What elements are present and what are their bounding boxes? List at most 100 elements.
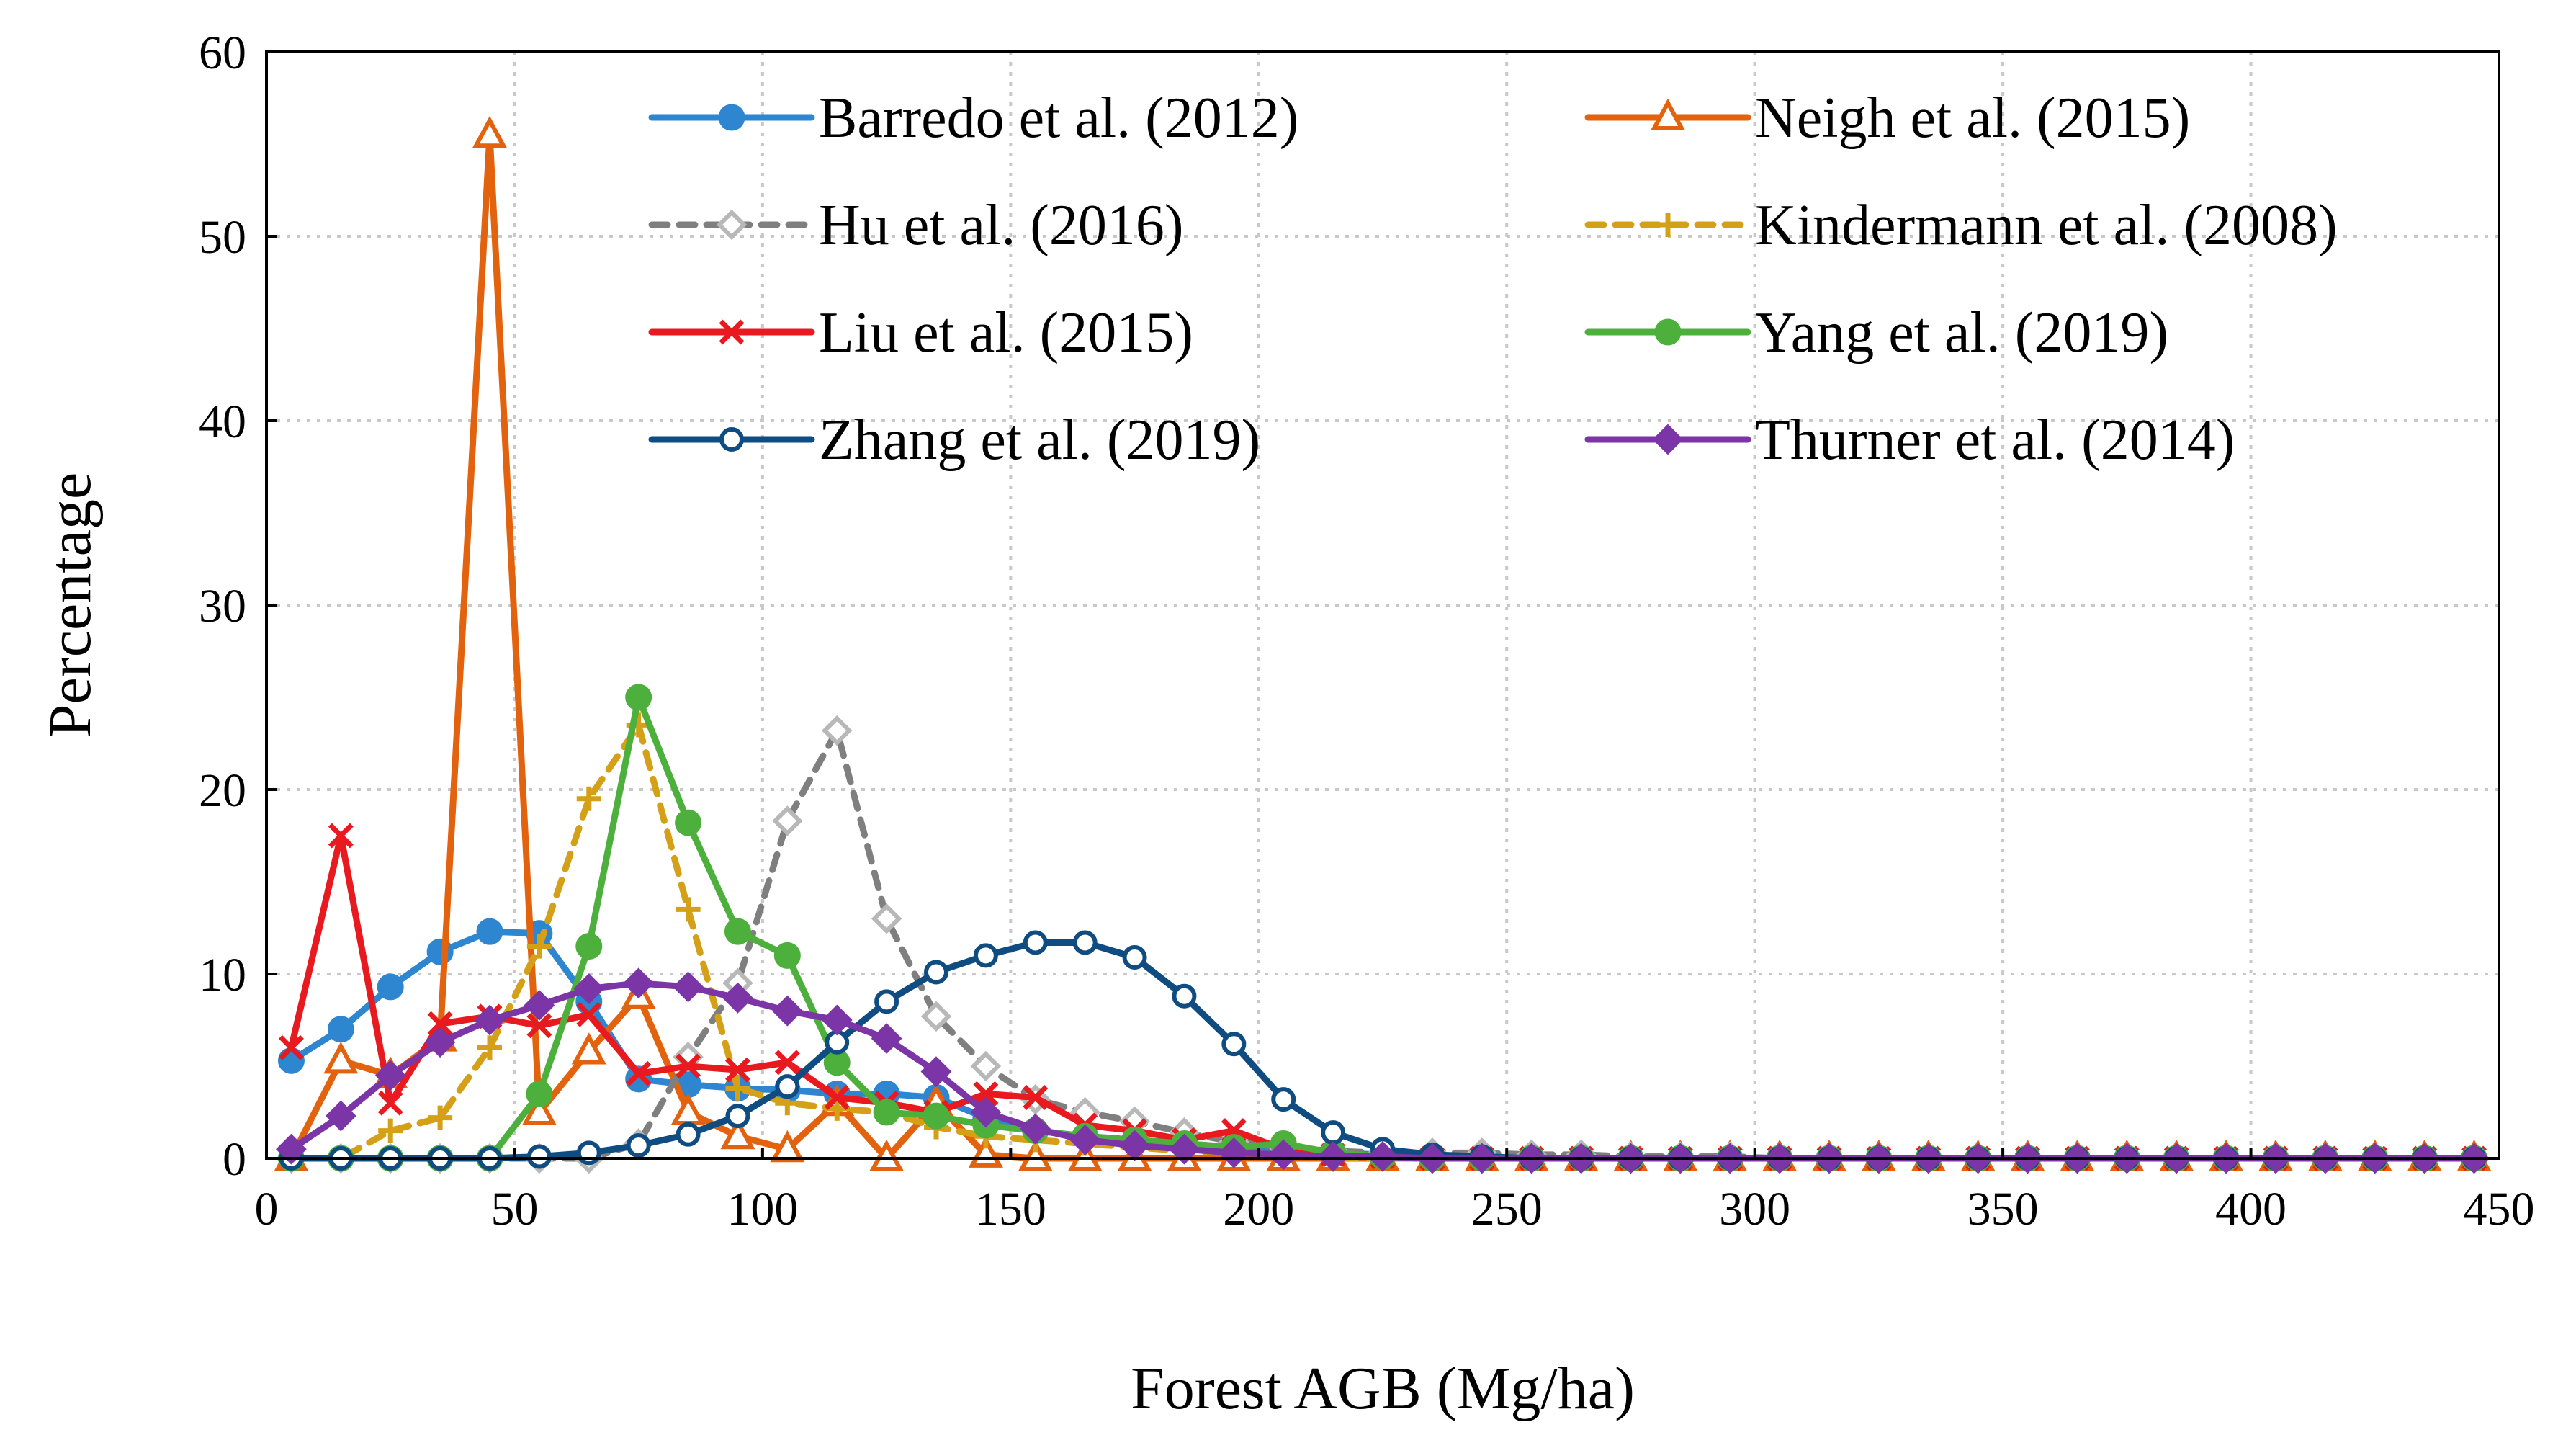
series-zhang-et-al-2019	[279, 930, 2487, 1171]
tick-labels: 0 50 100 150 200 250 300 350 400 450 0 10 20 30 40 50 60	[199, 27, 2535, 1235]
data-point	[1317, 1141, 1349, 1172]
x-tick-label: 150	[975, 1183, 1046, 1235]
legend-swatch-marker	[719, 319, 745, 345]
data-point	[1367, 1141, 1399, 1172]
legend-label: Zhang et al. (2019)	[819, 408, 1260, 472]
data-point	[626, 1133, 651, 1158]
x-tick-label: 50	[490, 1183, 538, 1235]
data-point	[571, 1032, 606, 1065]
legend-entry: Neigh et al. (2015)	[1584, 86, 2190, 150]
data-point	[474, 1004, 506, 1036]
data-point	[871, 903, 902, 934]
series-line	[287, 131, 2478, 1162]
data-point	[576, 1001, 602, 1027]
legend-entry: Barredo et al. (2012)	[648, 86, 1298, 150]
series-kindermann-et-al-2008	[279, 712, 2487, 1171]
legend-label: Barredo et al. (2012)	[819, 86, 1298, 150]
data-point	[924, 960, 948, 985]
legend-entry: Zhang et al. (2019)	[648, 408, 1260, 472]
data-point	[1067, 1139, 1103, 1171]
x-axis-title: Forest AGB (Mg/ha)	[1131, 1355, 1635, 1422]
data-point	[521, 1093, 557, 1125]
legend-swatch-marker	[1654, 318, 1682, 346]
data-point	[576, 1140, 601, 1166]
gridlines	[266, 52, 2499, 1158]
data-point	[623, 967, 655, 999]
legend-label: Thurner et al. (2014)	[1755, 408, 2235, 472]
data-point	[676, 897, 701, 922]
data-point	[821, 715, 853, 746]
data-point	[675, 809, 702, 836]
data-point	[772, 805, 803, 836]
legend-label: Neigh et al. (2015)	[1755, 86, 2190, 150]
data-point	[676, 1122, 701, 1147]
y-tick-label: 30	[199, 580, 246, 632]
legend-label: Hu et al. (2016)	[819, 194, 1184, 257]
series-line	[287, 832, 2478, 1162]
data-point	[874, 989, 899, 1014]
data-point	[774, 1050, 800, 1076]
data-point	[476, 918, 503, 945]
legend-entry: Hu et al. (2016)	[648, 194, 1184, 257]
data-point	[873, 1099, 900, 1126]
data-point	[323, 1042, 359, 1074]
data-point	[327, 1016, 354, 1043]
x-tick-label: 350	[1967, 1183, 2039, 1235]
legend-swatch-marker	[1650, 98, 1686, 130]
data-point	[424, 1027, 456, 1058]
data-point	[770, 1130, 805, 1163]
data-point	[1069, 1124, 1101, 1155]
x-tick-label: 300	[1719, 1183, 1790, 1235]
legend: Barredo et al. (2012) Neigh et al. (2015)…	[648, 86, 2338, 472]
data-point	[775, 1074, 800, 1099]
data-point	[277, 1047, 305, 1074]
series-layer	[274, 115, 2492, 1174]
legend-label: Liu et al. (2015)	[819, 301, 1193, 365]
x-tick-label: 200	[1223, 1183, 1294, 1235]
legend-swatch-marker	[719, 427, 744, 452]
series-hu-et-al-2016	[276, 715, 2490, 1174]
data-point	[973, 1081, 999, 1107]
data-point	[1172, 983, 1197, 1009]
y-tick-label: 50	[199, 211, 246, 264]
data-point	[526, 934, 552, 959]
data-point	[1271, 1087, 1296, 1112]
data-point	[427, 1011, 453, 1037]
data-point	[1218, 1137, 1249, 1168]
data-point	[673, 971, 704, 1003]
legend-label: Yang et al. (2019)	[1755, 301, 2168, 365]
data-point	[325, 1100, 356, 1132]
data-point	[576, 786, 601, 811]
data-point	[1020, 1113, 1051, 1145]
y-tick-label: 0	[223, 1133, 246, 1186]
data-point	[524, 990, 555, 1021]
data-point	[724, 1057, 750, 1083]
series-yang-et-al-2019	[277, 684, 2488, 1172]
data-point	[472, 115, 508, 148]
legend-swatch-marker	[716, 209, 748, 241]
data-point	[1122, 944, 1147, 970]
data-point	[1221, 1032, 1247, 1057]
data-point	[722, 982, 753, 1014]
y-tick-label: 60	[199, 27, 246, 79]
data-point	[276, 1133, 307, 1165]
legend-swatch-marker	[1652, 424, 1684, 455]
data-point	[378, 1118, 403, 1143]
data-point	[1023, 1085, 1049, 1110]
y-tick-label: 20	[199, 764, 246, 817]
data-point	[477, 1035, 502, 1060]
x-tick-label: 250	[1471, 1183, 1543, 1235]
series-neigh-et-al-2015	[274, 115, 2492, 1171]
y-tick-label: 40	[199, 395, 246, 448]
series-line	[287, 694, 2478, 1162]
data-point	[973, 943, 998, 968]
data-point	[724, 918, 751, 945]
data-point	[720, 1117, 755, 1150]
y-tick-label: 10	[199, 949, 246, 1001]
data-point	[970, 1050, 1002, 1082]
data-point	[920, 1056, 952, 1088]
data-point	[970, 1096, 1002, 1128]
legend-entry: Thurner et al. (2014)	[1584, 408, 2235, 472]
